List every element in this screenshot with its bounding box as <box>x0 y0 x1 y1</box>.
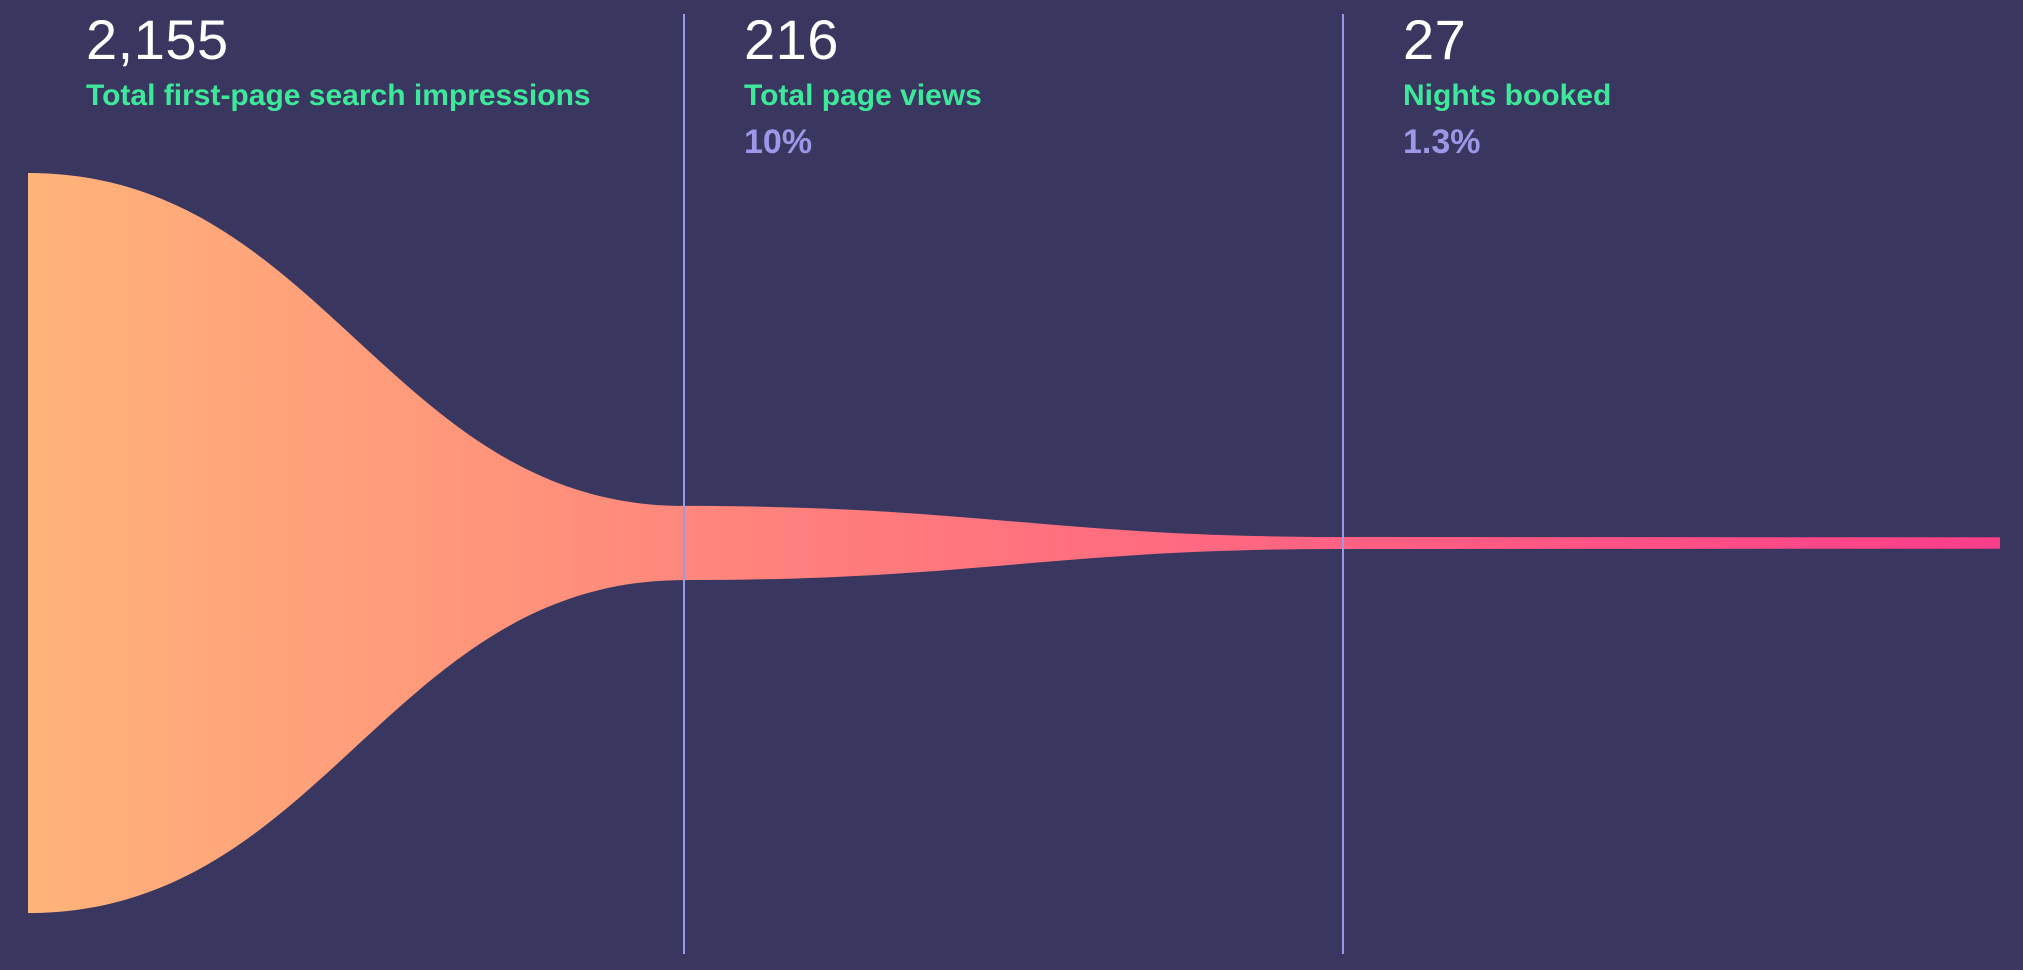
stage-value-nights-booked: 27 <box>1403 8 1467 71</box>
stage-header-nights-booked: 27 Nights booked 1.3% <box>1403 6 1611 164</box>
stage-header-page-views: 216 Total page views 10% <box>744 6 982 164</box>
stage-label-impressions: Total first-page search impressions <box>86 79 591 112</box>
stage-label-page-views: Total page views <box>744 79 982 112</box>
stage-label-nights-booked: Nights booked <box>1403 79 1612 112</box>
funnel-shape <box>28 173 2000 913</box>
stage-value-page-views: 216 <box>744 8 839 71</box>
stage-conversion-page-views: 10% <box>744 123 813 161</box>
stage-value-impressions: 2,155 <box>86 8 229 71</box>
stage-header-impressions: 2,155 Total first-page search impression… <box>86 6 591 116</box>
stage-conversion-nights-booked: 1.3% <box>1403 123 1481 161</box>
